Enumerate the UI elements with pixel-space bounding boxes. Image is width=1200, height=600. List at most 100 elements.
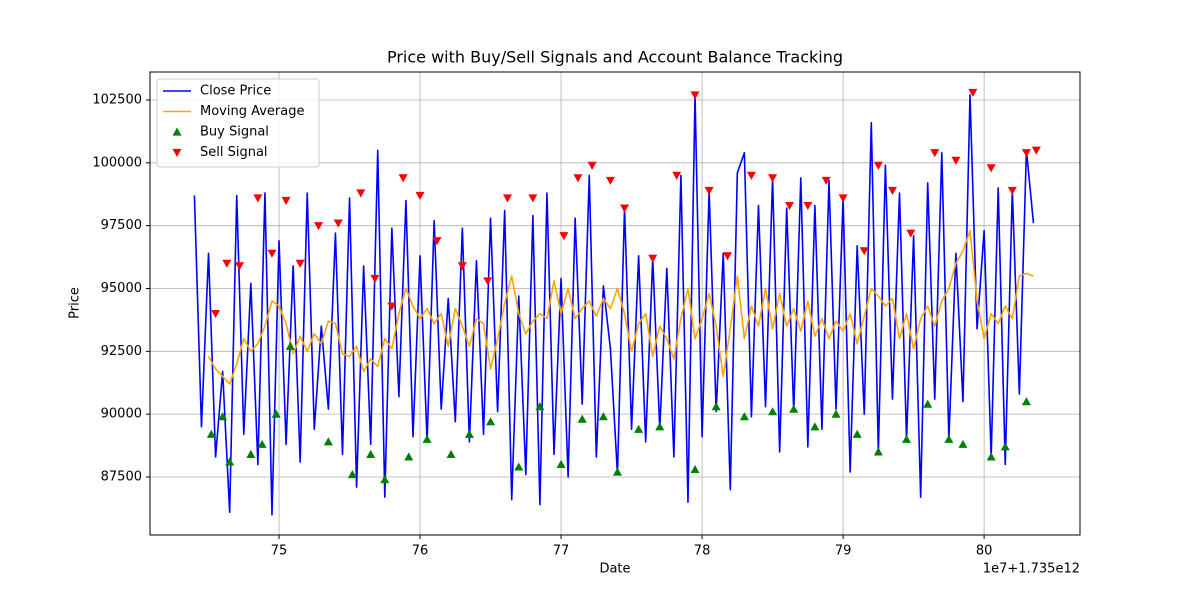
x-tick-label: 76: [412, 544, 429, 559]
y-tick-label: 100000: [92, 155, 142, 170]
y-tick-label: 97500: [101, 218, 142, 233]
signal-marker: [257, 439, 267, 448]
y-tick-label: 95000: [101, 281, 142, 296]
signal-marker: [253, 194, 263, 203]
signal-marker: [1021, 397, 1031, 406]
signal-marker: [968, 88, 978, 97]
line-series: [193, 94, 1035, 516]
legend: Close Price Moving Average Buy Signal Sell …: [156, 78, 320, 168]
signal-marker: [380, 475, 390, 484]
signal-marker: [464, 429, 474, 438]
signal-marker: [810, 422, 820, 431]
signal-marker: [387, 302, 397, 311]
signal-marker: [502, 194, 512, 203]
signal-marker: [906, 229, 916, 238]
signal-marker: [281, 196, 291, 206]
signal-marker: [366, 449, 376, 458]
signal-marker: [838, 194, 848, 203]
signal-marker: [690, 464, 700, 474]
signal-marker: [556, 459, 566, 469]
signal-marker: [211, 310, 221, 319]
signal-marker: [446, 449, 456, 458]
signal-marker: [432, 237, 442, 246]
x-tick-label: 75: [271, 544, 288, 559]
signal-marker: [356, 189, 366, 198]
plot-area: [150, 72, 1080, 535]
x-offset-label: 1e7+1.735e12: [983, 562, 1080, 577]
y-tick-label: 90000: [101, 407, 142, 422]
signal-marker: [577, 414, 587, 423]
signal-marker: [690, 91, 700, 100]
signal-marker: [573, 174, 583, 183]
chart-title: Price with Buy/Sell Signals and Account …: [387, 48, 843, 67]
signal-marker: [457, 262, 467, 271]
legend-label: Moving Average: [200, 104, 304, 119]
x-tick-label: 77: [553, 544, 570, 559]
signal-marker: [587, 161, 597, 170]
y-tick-label: 92500: [101, 344, 142, 359]
signal-marker: [486, 417, 496, 426]
signal-marker: [598, 412, 608, 421]
signal-marker: [285, 341, 295, 350]
signal-marker: [620, 204, 630, 213]
y-axis-label: Price: [68, 287, 83, 319]
signal-marker: [831, 409, 841, 418]
signal-marker: [930, 149, 940, 158]
signal-marker: [1031, 146, 1041, 155]
signal-marker: [672, 171, 682, 180]
legend-box: [156, 78, 320, 168]
signal-marker: [852, 429, 862, 438]
signal-marker: [398, 174, 408, 183]
signal-marker: [404, 452, 414, 461]
signal-marker: [370, 274, 380, 283]
line-series: [207, 229, 1034, 385]
signal-marker: [514, 462, 524, 471]
signal-marker: [333, 219, 343, 228]
signal-marker: [746, 171, 756, 180]
signal-marker: [873, 161, 883, 170]
signal-marker: [422, 434, 432, 443]
signal-marker: [323, 437, 333, 446]
y-tick-label: 87500: [101, 469, 142, 484]
signal-marker: [722, 252, 732, 261]
signal-marker: [347, 469, 357, 479]
signal-marker: [267, 249, 277, 258]
signal-marker: [944, 434, 954, 443]
signal-marker: [768, 174, 778, 183]
signal-marker: [295, 259, 305, 268]
legend-label: Close Price: [200, 84, 271, 99]
signal-marker: [648, 254, 658, 263]
signal-marker: [951, 156, 961, 165]
signal-marker: [222, 259, 232, 268]
signal-marker: [704, 186, 714, 195]
y-tick-label: 102500: [92, 92, 142, 107]
x-tick-label: 80: [976, 544, 993, 559]
signal-marker: [271, 409, 281, 418]
signal-marker: [483, 277, 493, 286]
legend-swatch: [172, 127, 182, 136]
signal-marker: [655, 422, 665, 431]
signal-marker: [218, 412, 228, 421]
signal-marker: [859, 247, 869, 256]
signal-marker: [1007, 186, 1017, 195]
signal-marker: [528, 194, 538, 203]
signal-marker: [314, 222, 324, 231]
signal-marker: [739, 412, 749, 421]
signal-marker: [634, 424, 644, 433]
signal-marker: [535, 402, 545, 411]
signal-marker: [887, 186, 897, 195]
x-tick-label: 78: [694, 544, 711, 559]
signal-marker: [206, 429, 216, 438]
legend-label: Sell Signal: [200, 145, 268, 160]
signal-marker: [923, 399, 933, 408]
signal-marker: [768, 407, 778, 416]
signal-marker: [803, 201, 813, 211]
legend-swatch: [172, 148, 182, 157]
signal-marker: [415, 191, 425, 201]
signal-marker: [711, 402, 721, 411]
signal-marker: [821, 176, 831, 185]
signal-marker: [958, 439, 968, 448]
signal-marker: [1000, 442, 1010, 451]
signal-marker: [225, 457, 235, 466]
